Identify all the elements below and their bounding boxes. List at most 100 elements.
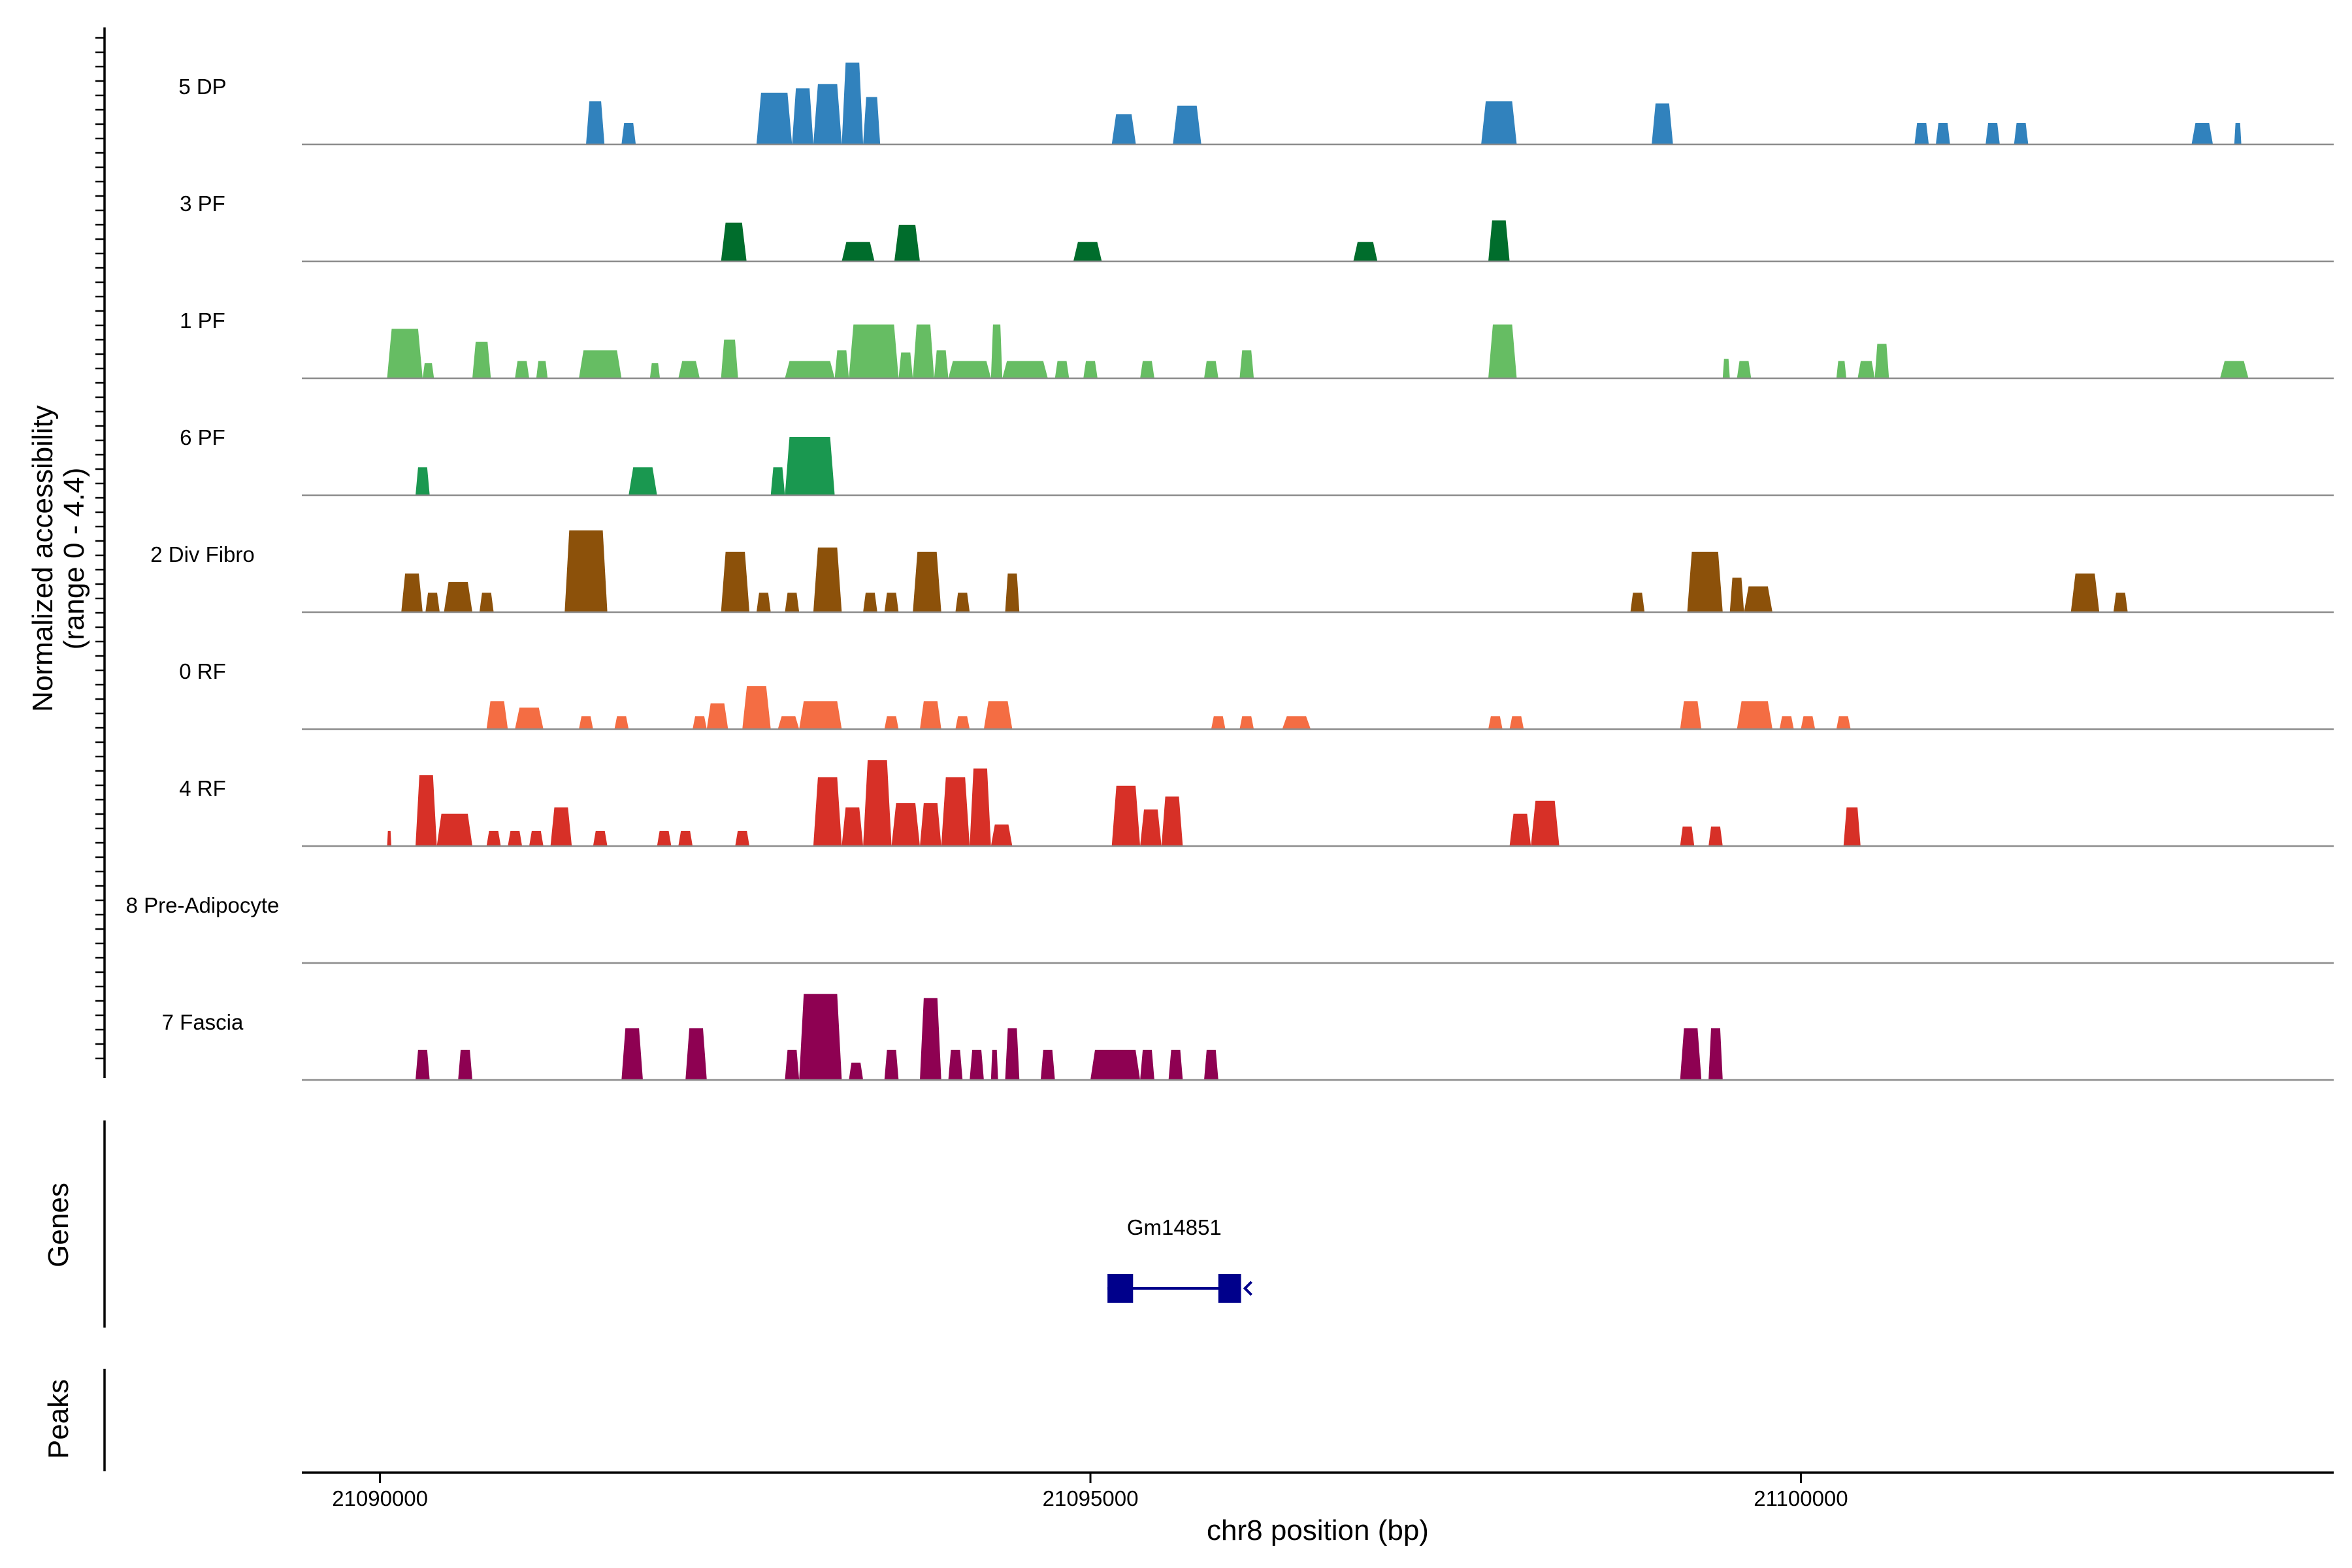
track-label: 1 PF [180,308,225,333]
coverage-peak [735,830,750,846]
coverage-peak [1488,324,1517,378]
coverage-peak [920,701,941,729]
coverage-peak [990,1049,998,1080]
coverage-peak [1005,1028,1020,1080]
coverage-peak [948,361,991,378]
coverage-peak [863,97,881,144]
coverage-peak [387,830,391,846]
coverage-peak [1680,826,1695,846]
coverage-peak [785,361,835,378]
track-8-pre-adipocyte: 8 Pre-Adipocyte [126,893,2334,964]
coverage-peak [792,88,813,144]
coverage-peak [756,593,771,612]
coverage-peak [1836,716,1851,729]
coverage-peak [834,350,849,378]
genes-panel-label: Genes [42,1183,74,1267]
coverage-peak [841,242,875,261]
coverage-peak [1083,361,1098,378]
coverage-peak [515,708,544,729]
coverage-peak [1729,578,1744,612]
coverage-peak [1652,103,1673,144]
coverage-peak [1857,361,1875,378]
coverage-peak [579,716,593,729]
coverage-peak [1005,573,1020,612]
coverage-peak [1708,826,1723,846]
coverage-peak [1204,1049,1218,1080]
coverage-peak [777,716,800,729]
track-2-div-fibro: 2 Div Fibro [150,530,2334,613]
track-5-dp: 5 DP [178,62,2334,146]
track-label: 0 RF [179,659,226,683]
coverage-peak [425,593,440,612]
coverage-peak [564,530,608,612]
coverage-peak [1488,220,1510,261]
coverage-peak [1836,361,1846,378]
coverage-peak [1173,105,1201,144]
peaks-panel-label: Peaks [42,1379,74,1459]
coverage-peak [841,807,864,846]
x-tick-label: 21090000 [332,1486,428,1511]
coverage-peak [678,830,693,846]
track-3-pf: 3 PF [180,191,2334,263]
coverage-peak [955,593,970,612]
coverage-peak [472,342,491,378]
track-7-fascia: 7 Fascia [162,994,2334,1081]
coverage-peak [621,123,636,144]
y-axis-label-line2: (range 0 - 4.4) [58,468,90,650]
coverage-peak [770,467,785,495]
coverage-peak [970,768,991,846]
strand-arrow-icon [1243,1281,1252,1296]
coverage-peak [1054,361,1070,378]
coverage-peak [849,324,899,378]
x-axis-label: chr8 position (bp) [1207,1514,1429,1546]
gene-exon [1218,1274,1241,1303]
coverage-peak [1239,716,1254,729]
track-label: 3 PF [180,191,225,216]
coverage-peak [1874,344,1889,378]
coverage-peak [693,716,707,729]
coverage-peak [884,593,899,612]
coverage-peak [1914,123,1929,144]
coverage-peak [1161,796,1183,846]
track-label: 6 PF [180,425,225,449]
coverage-peak [913,551,941,612]
gene-exon [1107,1274,1134,1303]
coverage-peak [586,101,605,144]
coverage-peak [863,760,892,846]
x-axis-ticks: 21090000 21095000 21100000 [332,1473,1848,1511]
coverage-peak [1073,242,1102,261]
coverage-peak [508,830,523,846]
coverage-peak [813,777,842,846]
coverage-peak [920,803,941,846]
coverage-peak [920,998,941,1080]
coverage-peak [799,701,842,729]
coverage-peak [536,361,548,378]
coverage-peak [1843,807,1861,846]
coverage-peak [621,1028,643,1080]
coverage-peak [1040,1049,1055,1080]
coverage-peak [1168,1049,1183,1080]
coverage-peak [849,1062,864,1080]
coverage-peak [706,703,728,729]
coverage-peak [891,803,920,846]
coverage-peak [884,1049,899,1080]
track-4-rf: 4 RF [179,760,2334,847]
coverage-peak [1531,800,1560,846]
gene-label: Gm14851 [1127,1215,1222,1239]
coverage-peak [1481,101,1517,144]
coverage-peak [863,593,877,612]
coverage-peak [1353,242,1378,261]
coverage-peak [529,830,544,846]
coverage-peak [1282,716,1311,729]
coverage-peak [422,363,434,378]
track-label: 5 DP [178,74,226,99]
coverage-peak [1744,586,1772,612]
coverage-peak [2220,361,2249,378]
coverage-peak [756,92,792,144]
coverage-peak [721,339,738,378]
gene-gm14851: Gm14851 [1107,1215,1252,1303]
coverage-peak [515,361,529,378]
track-6-pf: 6 PF [180,425,2334,497]
coverage-peak [2113,593,2128,612]
coverage-peak [2070,573,2100,612]
